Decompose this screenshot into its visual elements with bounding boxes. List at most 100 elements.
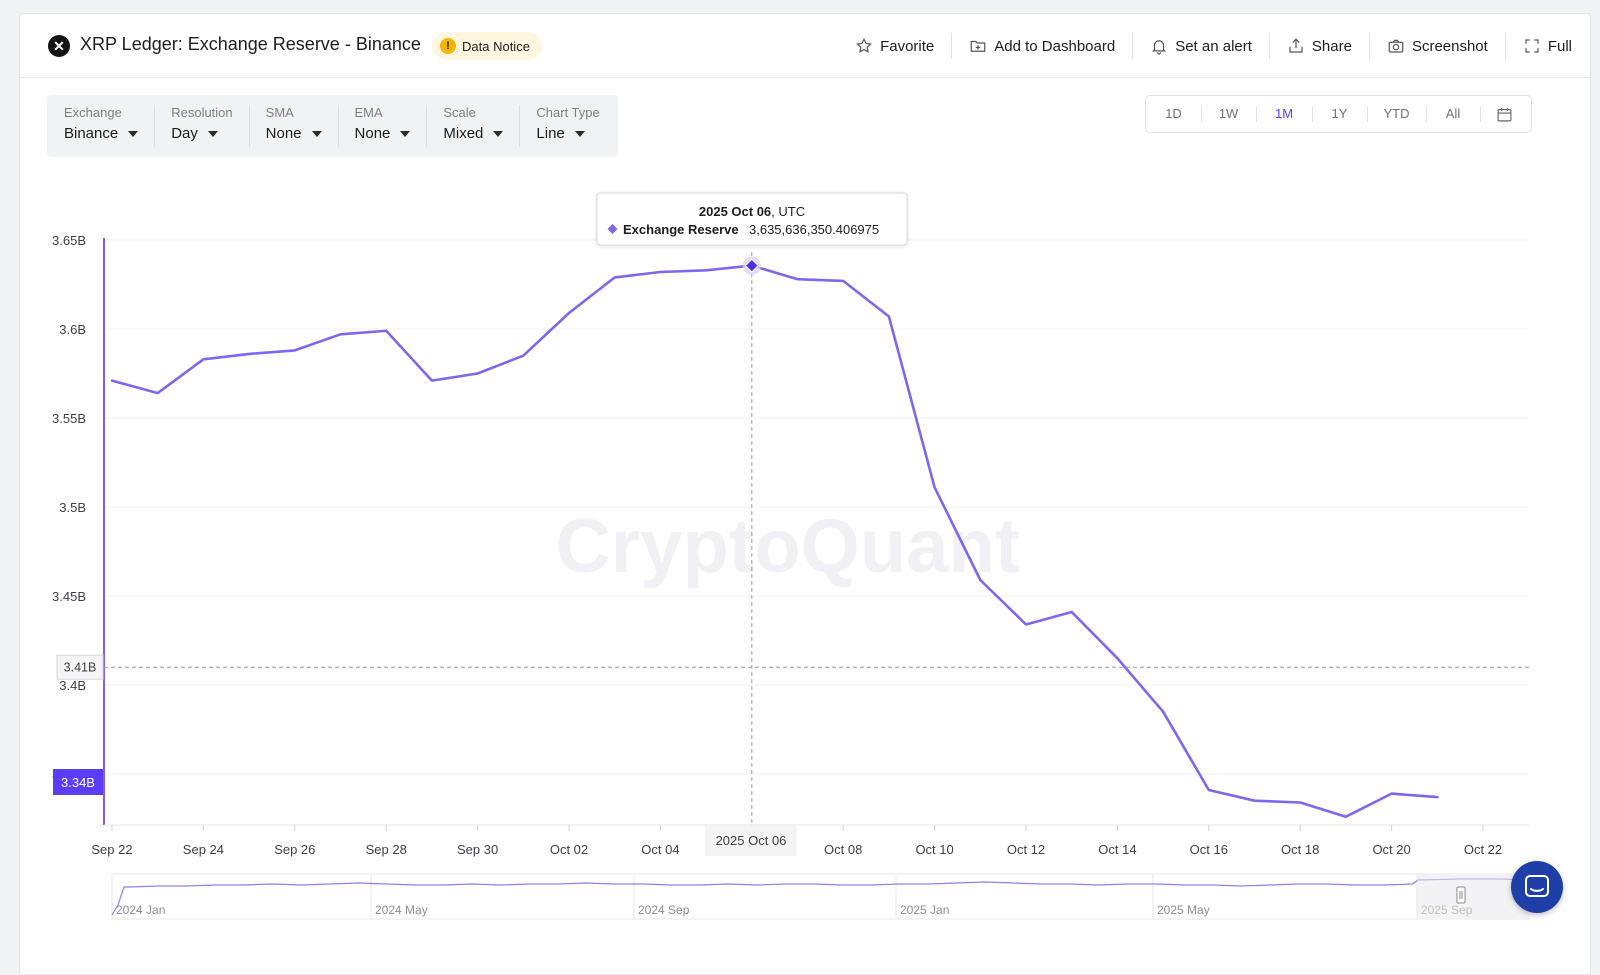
sma-select[interactable]: SMA None: [248, 95, 338, 157]
control-value: Mixed: [443, 125, 484, 142]
crosshair-y-label-box: [56, 654, 104, 680]
navigator-panel: [111, 873, 1530, 920]
tooltip-box: [596, 192, 908, 246]
control-label: Scale: [443, 105, 476, 120]
x-tick-label: Oct 02: [550, 842, 588, 857]
navigator-series-line: [111, 878, 1529, 916]
favorite-label: Favorite: [880, 37, 935, 55]
caret-down-icon: [207, 130, 218, 137]
folder-plus-icon: [970, 40, 986, 52]
camera-icon: [1388, 39, 1404, 53]
last-value-label: 3.34B: [61, 775, 95, 790]
divider: [951, 33, 953, 59]
navigator-handle[interactable]: [1456, 886, 1466, 904]
x-tick-label: Oct 12: [1007, 842, 1045, 857]
divider: [1268, 33, 1270, 59]
tooltip-value: 3,635,636,350.406975: [749, 222, 879, 237]
last-value-label-box: [53, 769, 103, 795]
caret-down-icon: [128, 130, 139, 137]
navigator-selection: [1417, 875, 1528, 918]
x-tick-label: Oct 16: [1190, 842, 1228, 857]
x-tick-label: Oct 04: [641, 842, 679, 857]
y-tick-label: 3.6B: [59, 322, 86, 337]
calendar-button[interactable]: [1480, 96, 1529, 132]
tooltip-date: 2025 Oct 06, UTC: [699, 204, 805, 219]
control-label: EMA: [354, 105, 383, 120]
y-tick-label: 3.4B: [59, 678, 86, 693]
crosshair-x-label: 2025 Oct 06: [716, 833, 787, 848]
control-label: Chart Type: [536, 105, 600, 120]
range-all-button[interactable]: All: [1426, 96, 1480, 132]
control-value: Day: [171, 125, 198, 142]
control-value: None: [265, 125, 302, 142]
x-tick-label: Oct 18: [1281, 842, 1319, 857]
x-tick-label: Sep 22: [91, 842, 132, 857]
resolution-select[interactable]: Resolution Day: [154, 95, 248, 157]
x-tick-label: Sep 30: [457, 842, 498, 857]
range-1m-button[interactable]: 1M: [1256, 96, 1312, 132]
divider: [1132, 33, 1134, 59]
chart-controls: Exchange Binance Resolution Day SMA None…: [47, 95, 618, 157]
share-icon: [1289, 38, 1303, 53]
series-line-exchange-reserve: [110, 264, 1439, 819]
fullscreen-label: Full: [1547, 37, 1572, 55]
header-actions: Favorite Add to Dashboard Set an alert S…: [838, 32, 1572, 60]
favorite-button[interactable]: Favorite: [838, 32, 951, 60]
x-tick-label: Oct 14: [1098, 842, 1136, 857]
set-alert-button[interactable]: Set an alert: [1133, 32, 1269, 60]
add-to-dashboard-button[interactable]: Add to Dashboard: [952, 32, 1132, 60]
range-1y-button[interactable]: 1Y: [1312, 96, 1367, 132]
x-tick-label: Oct 08: [824, 842, 862, 857]
screenshot-label: Screenshot: [1411, 37, 1488, 55]
caret-down-icon: [400, 130, 411, 137]
chat-icon: [1525, 875, 1549, 897]
control-label: Resolution: [171, 105, 233, 120]
control-value: Binance: [64, 125, 119, 142]
caret-down-icon: [574, 130, 585, 137]
navigator-label: 2024 May: [375, 903, 428, 917]
navigator-label: 2025 Jan: [900, 903, 949, 917]
scale-select[interactable]: Scale Mixed: [426, 95, 519, 157]
time-range-selector: 1D 1W 1M 1Y YTD All: [1145, 95, 1532, 133]
ema-select[interactable]: EMA None: [337, 95, 427, 157]
x-tick-label: Oct 22: [1464, 842, 1502, 857]
screenshot-button[interactable]: Screenshot: [1370, 32, 1505, 60]
x-tick-label: Sep 26: [274, 842, 315, 857]
range-1d-button[interactable]: 1D: [1165, 106, 1182, 121]
warning-icon: !: [440, 38, 456, 54]
caret-down-icon: [493, 130, 504, 137]
chart-header: ✕ XRP Ledger: Exchange Reserve - Binance…: [20, 14, 1590, 78]
caret-down-icon: [311, 130, 322, 137]
page-title: XRP Ledger: Exchange Reserve - Binance: [80, 34, 421, 54]
fullscreen-icon: [1525, 39, 1539, 53]
control-label: Exchange: [64, 105, 122, 120]
divider: [1504, 33, 1506, 59]
range-1w-button[interactable]: 1W: [1201, 96, 1256, 132]
control-value: Line: [536, 125, 565, 142]
data-notice-badge[interactable]: ! Data Notice: [432, 32, 542, 60]
set-alert-label: Set an alert: [1175, 37, 1252, 55]
divider: [1368, 33, 1370, 59]
share-label: Share: [1311, 37, 1352, 55]
range-ytd-button[interactable]: YTD: [1367, 96, 1426, 132]
tooltip-series-name: Exchange Reserve: [623, 222, 739, 237]
bell-icon: [1152, 40, 1167, 55]
fullscreen-button[interactable]: Full: [1506, 32, 1572, 60]
share-button[interactable]: Share: [1270, 32, 1369, 60]
exchange-select[interactable]: Exchange Binance: [47, 95, 154, 157]
line-chart[interactable]: CryptoQuant 3.65B 3.6B 3.55B 3.5B 3.45B 3.4B 3.…: [0, 0, 1600, 946]
y-tick-label: 3.45B: [52, 589, 86, 604]
x-tick-label: Sep 28: [366, 842, 407, 857]
star-icon: [856, 37, 873, 53]
control-label: SMA: [265, 105, 294, 120]
xrp-logo-icon: ✕: [48, 35, 70, 57]
hover-point-marker: [744, 258, 759, 273]
navigator-label: 2024 Jan: [116, 903, 165, 917]
crosshair-x-label-box: [705, 826, 797, 856]
control-value: None: [354, 125, 391, 142]
chart-type-select[interactable]: Chart Type Line: [519, 95, 617, 157]
calendar-icon: [1497, 108, 1512, 122]
y-tick-label: 3.5B: [59, 500, 86, 515]
chat-support-button[interactable]: [1511, 861, 1563, 913]
add-to-dashboard-label: Add to Dashboard: [994, 37, 1116, 55]
